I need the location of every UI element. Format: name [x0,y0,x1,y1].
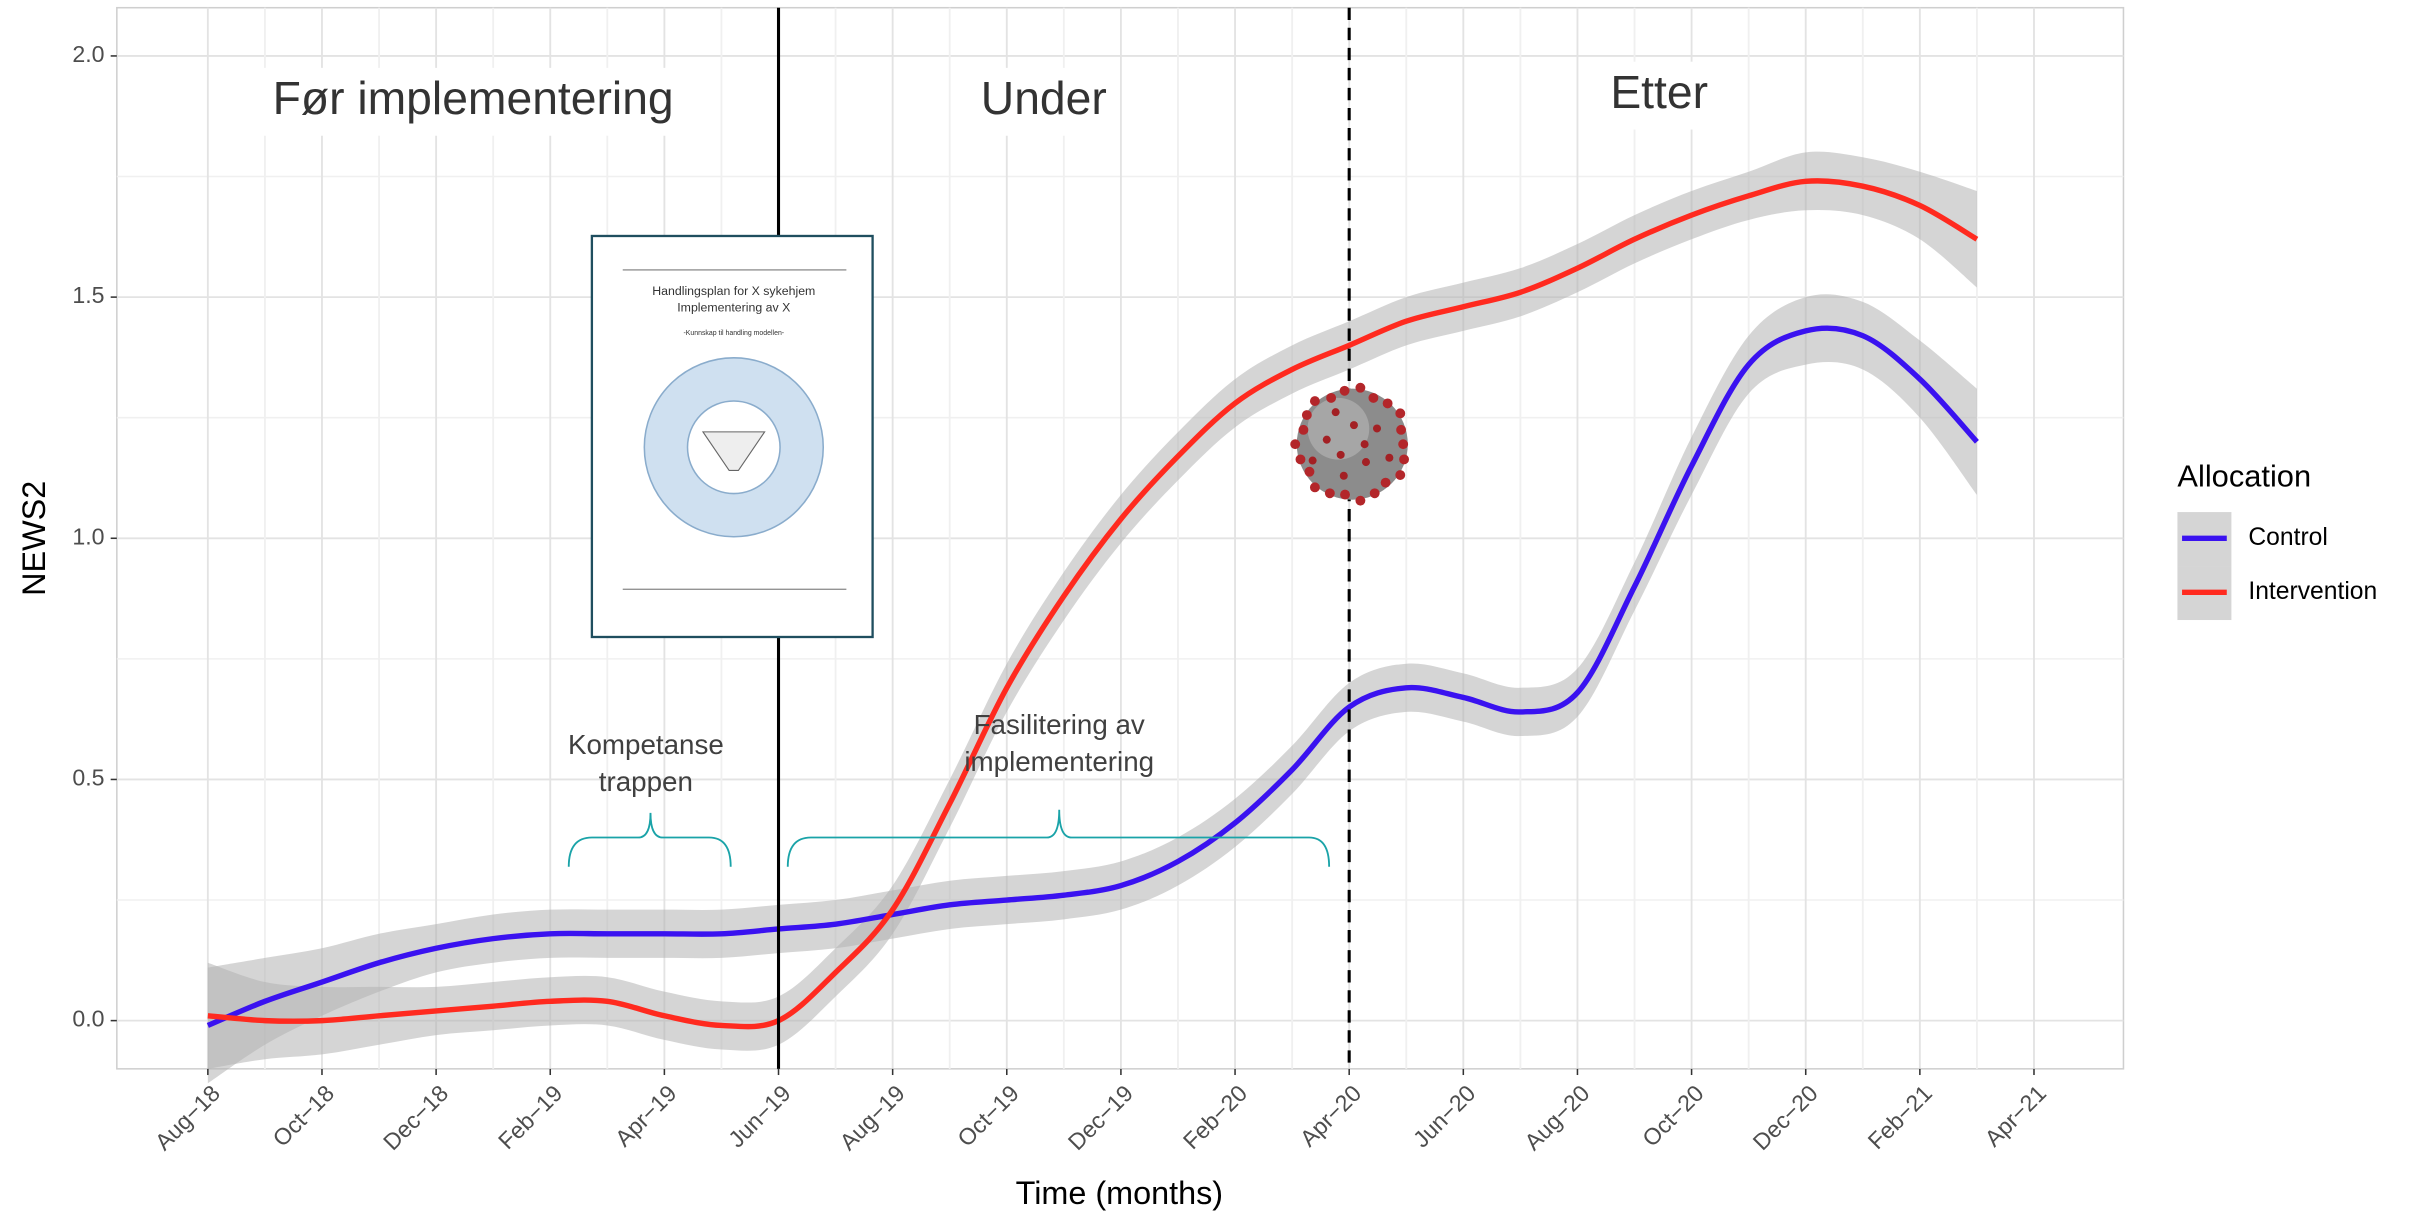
y-tick-label: 1.0 [72,523,104,549]
virus-spike [1383,398,1393,408]
virus-spike [1385,454,1393,462]
legend-label: Intervention [2248,578,2377,605]
virus-spike [1296,454,1306,464]
virus-spike [1290,439,1300,449]
virus-spike [1355,383,1365,393]
virus-spike [1399,454,1409,464]
doc-title: Handlingsplan for X sykehjem [652,284,815,298]
annotation: Kompetanse [568,729,724,760]
virus-spike [1381,478,1391,488]
x-axis-label: Time (months) [1016,1175,1223,1211]
region-label: Før implementering [273,72,674,124]
virus-spike [1350,421,1358,429]
virus-spike [1302,410,1312,420]
region-label: Under [981,72,1107,124]
virus-spike [1337,451,1345,459]
legend-label: Control [2248,524,2327,551]
virus-spike [1323,436,1331,444]
virus-spike [1362,458,1370,466]
annotation: implementering [964,746,1154,777]
doc-subtitle: Implementering av X [677,301,790,315]
virus-spike [1310,396,1320,406]
annotation: trappen [599,766,693,797]
virus-spike [1368,393,1378,403]
virus-spike [1305,467,1315,477]
virus-spike [1340,472,1348,480]
virus-spike [1395,408,1405,418]
virus-spike [1355,496,1365,506]
virus-spike [1395,470,1405,480]
y-tick-label: 0.0 [72,1006,104,1032]
chart: 0.00.51.01.52.0Aug−18Oct−18Dec−18Feb−19A… [0,0,2430,1220]
virus-spike [1373,424,1381,432]
y-tick-label: 2.0 [72,41,104,67]
doc-caption: -Kunnskap til handling modellen- [683,330,784,337]
y-tick-label: 0.5 [72,765,104,791]
annotation: Fasilitering av [974,709,1145,740]
y-tick-label: 1.5 [72,282,104,308]
virus-spike [1340,490,1350,500]
virus-spike [1398,439,1408,449]
virus-spike [1298,425,1308,435]
virus-spike [1325,488,1335,498]
virus-spike [1326,393,1336,403]
virus-spike [1361,440,1369,448]
virus-spike [1309,457,1317,465]
virus-spike [1370,488,1380,498]
virus-spike [1340,386,1350,396]
y-axis-label: NEWS2 [16,481,52,596]
virus-spike [1396,425,1406,435]
virus-spike [1310,482,1320,492]
virus-spike [1332,408,1340,416]
virus-highlight [1308,398,1370,460]
region-label: Etter [1610,66,1708,118]
legend-title: Allocation [2177,458,2311,493]
